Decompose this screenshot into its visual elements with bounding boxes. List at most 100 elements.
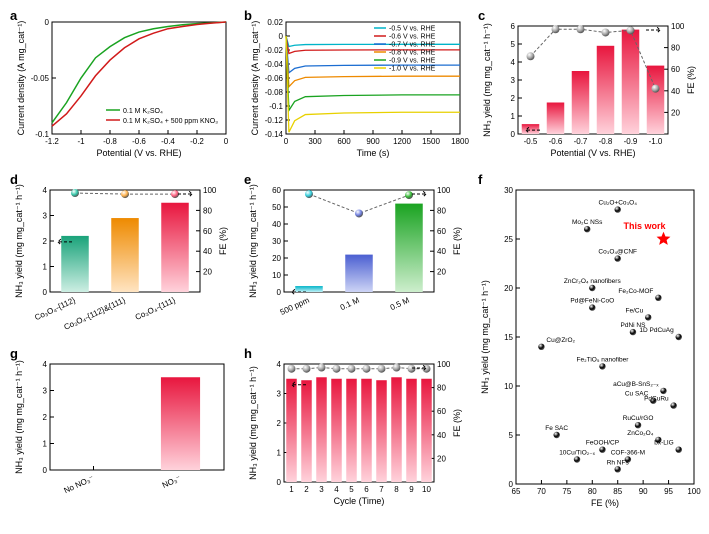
svg-text:1: 1 xyxy=(289,485,294,494)
svg-text:NH₃ yield (mg mg_cat⁻¹ h⁻¹): NH₃ yield (mg mg_cat⁻¹ h⁻¹) xyxy=(482,23,492,137)
svg-text:Mo₂C NSs: Mo₂C NSs xyxy=(572,219,603,226)
svg-text:75: 75 xyxy=(562,487,571,496)
svg-text:40: 40 xyxy=(437,247,446,256)
svg-text:30: 30 xyxy=(504,186,513,195)
chart-h: 1234567891001234Cycle (Time)NH₃ yield (m… xyxy=(242,346,470,516)
svg-text:0.1 M K₂SO₄ + 500 ppm KNO₃: 0.1 M K₂SO₄ + 500 ppm KNO₃ xyxy=(123,118,218,125)
svg-text:40: 40 xyxy=(437,431,446,440)
panel-label-d: d xyxy=(10,172,18,187)
panel-label-e: e xyxy=(244,172,251,187)
svg-text:10: 10 xyxy=(422,485,431,494)
svg-text:-0.4: -0.4 xyxy=(161,137,175,146)
chart-b: 03006009001200150018000.020-0.02-0.04-0.… xyxy=(242,8,470,168)
svg-text:3: 3 xyxy=(43,212,48,221)
svg-text:80: 80 xyxy=(588,487,597,496)
svg-text:-1.0: -1.0 xyxy=(649,137,663,146)
svg-text:8: 8 xyxy=(394,485,399,494)
svg-text:Time (s): Time (s) xyxy=(357,148,390,158)
svg-text:4: 4 xyxy=(43,360,48,369)
svg-text:1800: 1800 xyxy=(451,137,469,146)
svg-text:2: 2 xyxy=(511,94,516,103)
svg-text:0.1 M: 0.1 M xyxy=(339,295,361,312)
svg-text:40: 40 xyxy=(671,87,680,96)
panel-c: c-0.5-0.6-0.7-0.8-0.9-1.00123456Potentia… xyxy=(476,8,704,168)
svg-text:20: 20 xyxy=(272,254,281,263)
chart-g: No NO₃⁻NO₃⁻01234NH₃ yield (mg mg_cat⁻¹ h… xyxy=(8,346,236,516)
svg-text:0.5 M: 0.5 M xyxy=(389,295,411,312)
svg-text:0.1 M K₂SO₄: 0.1 M K₂SO₄ xyxy=(123,108,163,115)
svg-text:aCu@B-SnS₂₋ₓ: aCu@B-SnS₂₋ₓ xyxy=(613,381,659,388)
svg-text:1D PdCuAg: 1D PdCuAg xyxy=(639,327,674,334)
svg-text:20: 20 xyxy=(203,268,212,277)
chart-a: -1.2-1-0.8-0.6-0.4-0.200-0.05-0.1Potenti… xyxy=(8,8,236,168)
svg-text:40: 40 xyxy=(203,247,212,256)
svg-text:-0.7: -0.7 xyxy=(574,137,588,146)
svg-text:-0.8 V vs. RHE: -0.8 V vs. RHE xyxy=(389,50,436,57)
svg-text:4: 4 xyxy=(334,485,339,494)
svg-text:5: 5 xyxy=(349,485,354,494)
svg-text:Cu₂O+Co₃O₄: Cu₂O+Co₃O₄ xyxy=(599,200,638,207)
svg-text:Potential (V vs. RHE): Potential (V vs. RHE) xyxy=(96,148,181,158)
svg-text:6: 6 xyxy=(364,485,369,494)
svg-text:0: 0 xyxy=(43,288,48,297)
svg-text:20: 20 xyxy=(504,284,513,293)
svg-text:Co₃O₄@CNF: Co₃O₄@CNF xyxy=(598,249,637,256)
svg-text:80: 80 xyxy=(437,206,446,215)
svg-text:-0.9: -0.9 xyxy=(624,137,638,146)
svg-text:3: 3 xyxy=(511,76,516,85)
svg-text:1: 1 xyxy=(43,263,48,272)
svg-text:FeOOH/CP: FeOOH/CP xyxy=(586,440,619,447)
svg-text:-0.05: -0.05 xyxy=(31,74,50,83)
svg-text:40: 40 xyxy=(272,220,281,229)
panel-label-g: g xyxy=(10,346,18,361)
svg-text:500 ppm: 500 ppm xyxy=(279,295,311,316)
panel-label-f: f xyxy=(478,172,482,187)
svg-text:2: 2 xyxy=(304,485,309,494)
svg-text:Fe₂Co-MOF: Fe₂Co-MOF xyxy=(618,288,653,295)
svg-text:FE (%): FE (%) xyxy=(591,498,619,508)
svg-text:-0.12: -0.12 xyxy=(265,116,284,125)
svg-text:Co₃O₄-{111}: Co₃O₄-{111} xyxy=(134,295,177,322)
svg-text:FE (%): FE (%) xyxy=(452,409,462,437)
svg-text:85: 85 xyxy=(613,487,622,496)
svg-text:60: 60 xyxy=(203,227,212,236)
svg-text:100: 100 xyxy=(437,360,451,369)
svg-text:2: 2 xyxy=(277,419,282,428)
svg-text:0: 0 xyxy=(43,466,48,475)
svg-text:20: 20 xyxy=(437,454,446,463)
svg-text:60: 60 xyxy=(437,407,446,416)
panel-e: e500 ppm0.1 M0.5 M0102030405060NH₃ yield… xyxy=(242,172,470,342)
figure-grid: a-1.2-1-0.8-0.6-0.4-0.200-0.05-0.1Potent… xyxy=(8,8,701,516)
svg-text:-0.8: -0.8 xyxy=(103,137,117,146)
svg-text:0: 0 xyxy=(277,288,282,297)
svg-text:-0.6: -0.6 xyxy=(132,137,146,146)
svg-text:600: 600 xyxy=(337,137,351,146)
svg-text:-0.08: -0.08 xyxy=(265,88,284,97)
svg-text:Rh NFs: Rh NFs xyxy=(607,459,630,466)
svg-text:1: 1 xyxy=(277,449,282,458)
svg-text:5: 5 xyxy=(509,431,514,440)
svg-text:1500: 1500 xyxy=(422,137,440,146)
panel-g: gNo NO₃⁻NO₃⁻01234NH₃ yield (mg mg_cat⁻¹ … xyxy=(8,346,236,516)
svg-text:2: 2 xyxy=(43,413,48,422)
chart-f: 65707580859095100051015202530FE (%)NH₃ y… xyxy=(476,172,704,516)
svg-text:Co₃O₄-{112}: Co₃O₄-{112} xyxy=(33,295,77,322)
svg-text:20: 20 xyxy=(437,268,446,277)
svg-text:NO₃⁻: NO₃⁻ xyxy=(161,474,182,490)
svg-text:4: 4 xyxy=(43,186,48,195)
svg-text:60: 60 xyxy=(437,227,446,236)
svg-text:4: 4 xyxy=(511,58,516,67)
svg-text:-0.8: -0.8 xyxy=(599,137,613,146)
svg-text:9: 9 xyxy=(409,485,414,494)
panel-a: a-1.2-1-0.8-0.6-0.4-0.200-0.05-0.1Potent… xyxy=(8,8,236,168)
panel-b: b03006009001200150018000.020-0.02-0.04-0… xyxy=(242,8,470,168)
svg-text:ZnCo₂O₄: ZnCo₂O₄ xyxy=(627,430,653,437)
svg-text:This work: This work xyxy=(623,221,666,231)
svg-text:-0.14: -0.14 xyxy=(265,130,284,139)
svg-text:-0.2: -0.2 xyxy=(190,137,204,146)
svg-text:Current density (A mg_cat⁻¹): Current density (A mg_cat⁻¹) xyxy=(16,21,26,136)
svg-text:FE (%): FE (%) xyxy=(452,227,462,255)
svg-text:Fe SAC: Fe SAC xyxy=(545,425,568,432)
svg-text:-0.5: -0.5 xyxy=(524,137,538,146)
svg-text:Pd@FeNi-CoO: Pd@FeNi-CoO xyxy=(570,298,614,305)
